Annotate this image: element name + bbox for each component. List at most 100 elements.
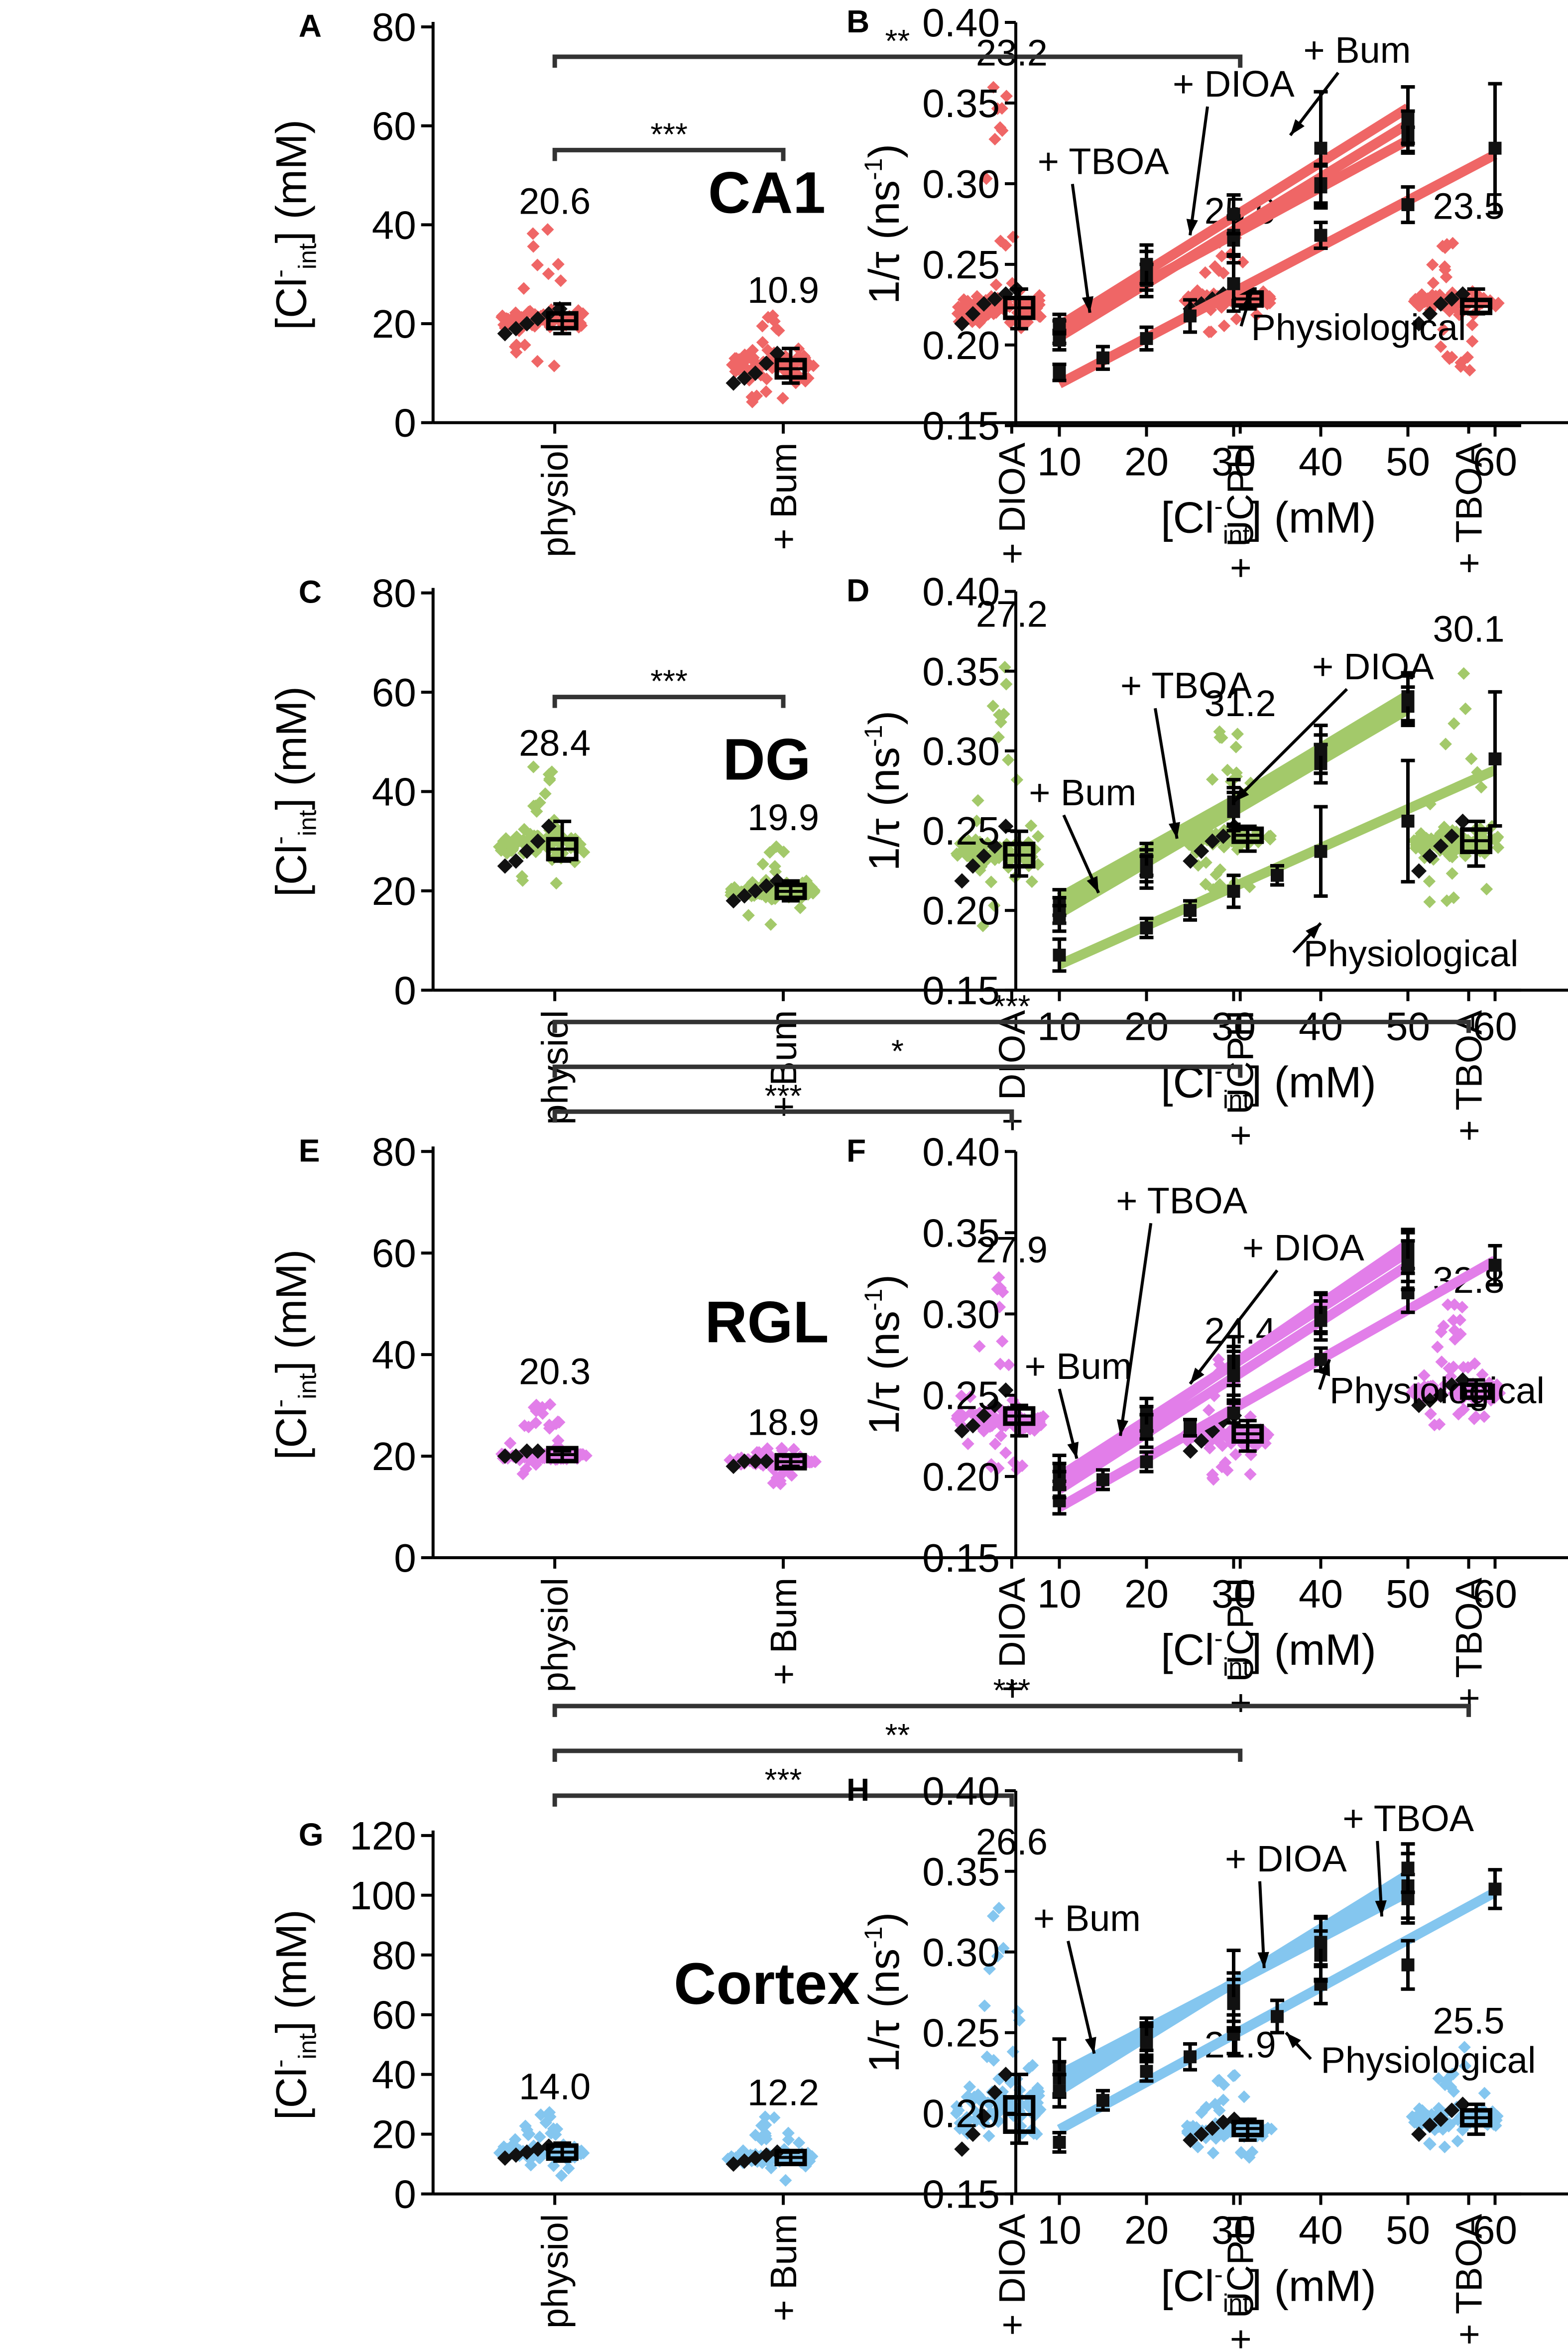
data-point — [1447, 1361, 1460, 1373]
annotation-arrow — [1071, 184, 1091, 313]
data-point — [1096, 1473, 1109, 1486]
annotation-label: Physiological — [1251, 307, 1466, 348]
data-point — [1480, 882, 1493, 896]
region-label-DG: DG — [723, 727, 811, 793]
data-point — [982, 2129, 995, 2142]
annotation-1: + TBOA — [1120, 665, 1252, 839]
annotation-label: + TBOA — [1038, 140, 1170, 182]
x-tick-label: 10 — [1037, 1004, 1082, 1048]
data-point — [497, 2140, 510, 2153]
bracket-line — [552, 1064, 1243, 1078]
mean-label-4: 30.1 — [1433, 608, 1505, 649]
x-axis-label: [Cl-int] (mM) — [1161, 1056, 1376, 1113]
x-axis-label-sup: - — [1214, 492, 1223, 520]
y-tick-label: 0.15 — [922, 968, 1000, 1012]
y-axis-label-sup: -1 — [859, 725, 887, 747]
y-axis-label-sub: int — [294, 243, 322, 269]
data-point — [1465, 752, 1478, 765]
panel-letter-G: G — [299, 1817, 324, 1853]
annotation-0: + DIOA — [1232, 646, 1434, 803]
bracket-line — [552, 1793, 1014, 1807]
data-point — [764, 2161, 778, 2175]
data-point — [1413, 2106, 1427, 2119]
region-label-CA1: CA1 — [708, 160, 826, 226]
annotation-2: + Bum — [1033, 1898, 1141, 2054]
data-point — [963, 2091, 976, 2104]
annotation-label: Physiological — [1321, 2040, 1536, 2081]
data-point — [1026, 2059, 1039, 2072]
region-label-RGL: RGL — [705, 1290, 829, 1356]
annotation-label: + DIOA — [1173, 63, 1295, 105]
x-axis-label-sup: - — [1214, 1624, 1223, 1652]
data-point — [1451, 2134, 1464, 2148]
data-point — [1227, 1997, 1240, 2010]
annotation-3: Physiological — [1318, 1359, 1545, 1411]
slice-mean-point — [1444, 1377, 1460, 1393]
data-point — [1184, 1421, 1197, 1434]
data-point — [1448, 1324, 1461, 1337]
x-axis-label-unit: ] (mM) — [1250, 493, 1376, 542]
mean-label-0: 14.0 — [519, 2066, 591, 2107]
data-point — [1435, 1355, 1448, 1368]
data-point — [1401, 1958, 1415, 1972]
x-axis-label-sub: int — [1223, 2289, 1250, 2318]
data-point — [1314, 141, 1327, 155]
data-point — [1032, 830, 1045, 843]
slice-mean-point — [1455, 813, 1471, 829]
slice-mean-point — [1422, 2117, 1438, 2133]
data-point — [1217, 319, 1231, 333]
y-axis-label-main: [Cl — [268, 2068, 316, 2120]
data-point — [1206, 2146, 1220, 2160]
slice-mean-point — [725, 1458, 741, 1475]
panel-H: H + TBOA+ DIOA + Bum Physiological 0.15 0.20 0… — [846, 1769, 1536, 2318]
arrow-head — [1319, 1359, 1330, 1376]
x-tick-label: 30 — [1211, 2208, 1256, 2252]
data-point — [980, 2050, 993, 2063]
category-label-3: + UCPH — [1220, 1010, 1261, 1146]
annotation-1: + DIOA — [1225, 1838, 1347, 1969]
slice-mean-point — [747, 1453, 763, 1469]
x-axis-label-unit: ] (mM) — [1250, 1057, 1376, 1107]
data-point — [1199, 266, 1212, 279]
arrow-head — [1241, 293, 1252, 311]
annotation-label: + Bum — [1025, 1346, 1132, 1387]
data-point — [999, 1446, 1012, 1460]
mean-label-4: 25.5 — [1433, 2000, 1505, 2042]
panel-F: F + TBOA + DIOA + Bum Physiological 0.15 0.20 0… — [846, 1129, 1545, 1681]
data-point — [1000, 90, 1013, 103]
slice-mean-point — [954, 873, 970, 889]
x-axis-label: [Cl-int] (mM) — [1161, 1624, 1376, 1681]
bracket-line — [552, 54, 1243, 68]
data-point — [1202, 1404, 1215, 1417]
data-point — [1053, 1478, 1066, 1491]
slice-mean-point — [965, 1418, 981, 1434]
data-point — [1227, 884, 1240, 898]
slice-means-1 — [725, 1453, 774, 1475]
annotation-arrow — [1189, 106, 1209, 236]
data-point — [531, 258, 544, 271]
bracket-line — [552, 695, 786, 708]
series-3 — [1052, 85, 1415, 336]
data-point — [1467, 1412, 1481, 1425]
data-point — [749, 2128, 762, 2142]
slice-mean-point — [747, 883, 763, 899]
y-axis-label-main: [Cl — [268, 1407, 316, 1460]
mean-label-3: 31.2 — [1205, 683, 1276, 724]
slice-mean-point — [954, 2141, 970, 2157]
data-point — [768, 2111, 781, 2124]
data-point — [1448, 1333, 1461, 1346]
y-axis-label-sup: -1 — [859, 1926, 887, 1948]
slice-mean-point — [1444, 828, 1460, 844]
data-point — [1140, 2036, 1153, 2049]
slice-mean-point — [1215, 2114, 1231, 2130]
data-point — [1096, 351, 1109, 365]
y-tick-label: 0.30 — [922, 1930, 1000, 1975]
annotation-label: + Bum — [1029, 772, 1136, 813]
data-point — [779, 2174, 792, 2187]
data-point — [1401, 693, 1415, 707]
y-tick-label: 80 — [372, 5, 416, 49]
data-point — [1488, 752, 1502, 765]
data-point — [533, 2130, 546, 2143]
data-point — [1465, 318, 1479, 332]
x-axis-label-sup: - — [1214, 1056, 1223, 1085]
